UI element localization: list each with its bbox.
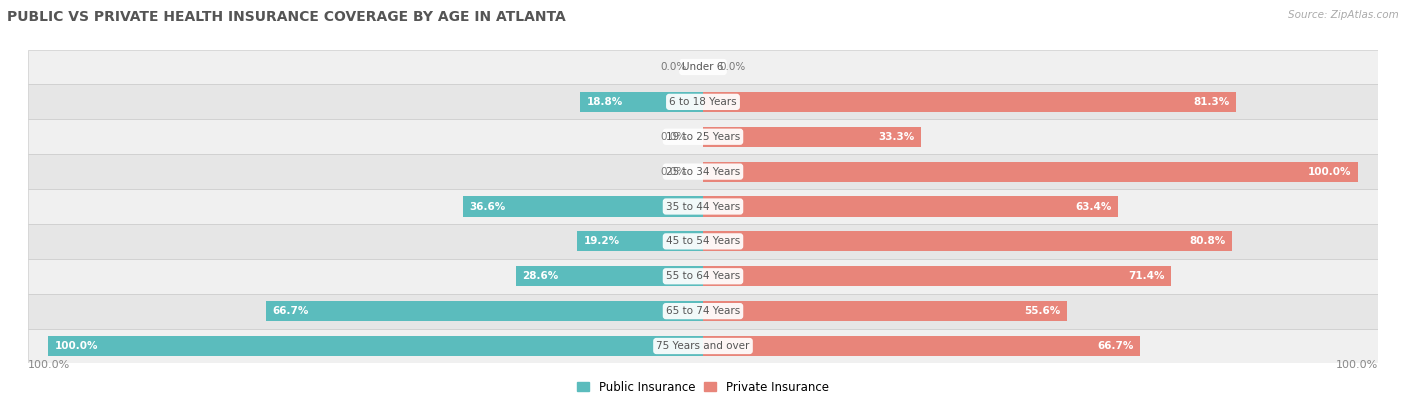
Bar (703, 161, 1358, 182)
Bar (28, 50, 1378, 84)
Text: 65 to 74 Years: 65 to 74 Years (666, 306, 740, 316)
Bar (28, 154, 1378, 189)
Bar (28, 329, 1378, 363)
Text: 100.0%: 100.0% (1308, 166, 1351, 177)
Text: 0.0%: 0.0% (661, 132, 686, 142)
Text: 25 to 34 Years: 25 to 34 Years (666, 166, 740, 177)
Text: 55.6%: 55.6% (1025, 306, 1060, 316)
Bar (703, 301, 1067, 321)
Text: 55 to 64 Years: 55 to 64 Years (666, 271, 740, 281)
Text: 100.0%: 100.0% (28, 360, 70, 370)
Text: 80.8%: 80.8% (1189, 236, 1226, 247)
Text: 0.0%: 0.0% (720, 62, 745, 72)
Bar (703, 127, 921, 147)
Bar (703, 336, 1140, 356)
Text: 66.7%: 66.7% (273, 306, 309, 316)
Text: 35 to 44 Years: 35 to 44 Years (666, 202, 740, 211)
Text: 36.6%: 36.6% (470, 202, 506, 211)
Bar (28, 84, 1378, 119)
Text: PUBLIC VS PRIVATE HEALTH INSURANCE COVERAGE BY AGE IN ATLANTA: PUBLIC VS PRIVATE HEALTH INSURANCE COVER… (7, 10, 565, 24)
Text: 33.3%: 33.3% (879, 132, 915, 142)
Text: Under 6: Under 6 (682, 62, 724, 72)
Bar (28, 294, 1378, 329)
Bar (28, 119, 1378, 154)
Text: 66.7%: 66.7% (1097, 341, 1133, 351)
Bar (703, 231, 1233, 252)
Bar (28, 259, 1378, 294)
Bar (516, 266, 703, 286)
Text: 0.0%: 0.0% (661, 62, 686, 72)
Text: 75 Years and over: 75 Years and over (657, 341, 749, 351)
Bar (28, 224, 1378, 259)
Bar (48, 336, 703, 356)
Text: Source: ZipAtlas.com: Source: ZipAtlas.com (1288, 10, 1399, 20)
Legend: Public Insurance, Private Insurance: Public Insurance, Private Insurance (572, 376, 834, 399)
Bar (703, 92, 1236, 112)
Text: 6 to 18 Years: 6 to 18 Years (669, 97, 737, 107)
Text: 45 to 54 Years: 45 to 54 Years (666, 236, 740, 247)
Text: 18.8%: 18.8% (586, 97, 623, 107)
Bar (703, 197, 1118, 216)
Bar (578, 231, 703, 252)
Bar (266, 301, 703, 321)
Bar (463, 197, 703, 216)
Bar (579, 92, 703, 112)
Text: 0.0%: 0.0% (661, 166, 686, 177)
Bar (28, 189, 1378, 224)
Text: 28.6%: 28.6% (522, 271, 558, 281)
Bar (703, 266, 1171, 286)
Text: 63.4%: 63.4% (1076, 202, 1112, 211)
Text: 100.0%: 100.0% (55, 341, 98, 351)
Text: 71.4%: 71.4% (1128, 271, 1164, 281)
Text: 19.2%: 19.2% (583, 236, 620, 247)
Text: 81.3%: 81.3% (1192, 97, 1229, 107)
Text: 100.0%: 100.0% (1336, 360, 1378, 370)
Text: 19 to 25 Years: 19 to 25 Years (666, 132, 740, 142)
